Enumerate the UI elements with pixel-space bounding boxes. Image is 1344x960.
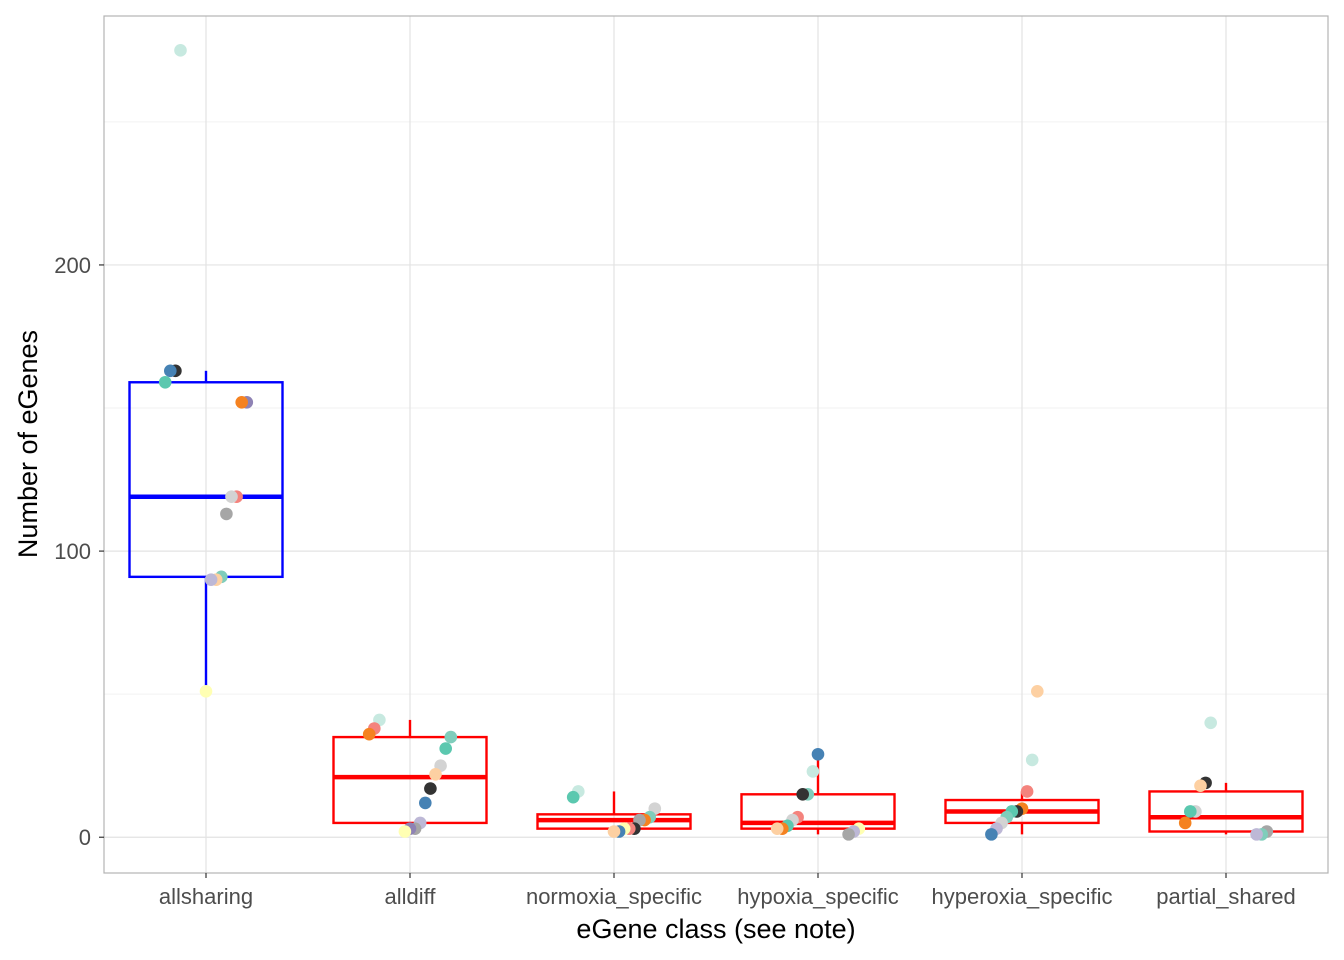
- data-point: [985, 828, 998, 841]
- x-tick-label-partial_shared: partial_shared: [1156, 884, 1295, 909]
- data-point: [158, 375, 172, 389]
- y-axis-ticks: 0 100 200: [54, 253, 104, 850]
- data-point: [842, 828, 855, 841]
- data-point: [811, 747, 825, 761]
- data-point: [1204, 716, 1217, 730]
- y-axis-title: Number of eGenes: [13, 330, 43, 558]
- x-axis-title: eGene class (see note): [576, 914, 855, 944]
- x-tick-label-allsharing: allsharing: [159, 884, 253, 909]
- x-tick-label-normoxia_specific: normoxia_specific: [526, 884, 702, 909]
- data-point: [225, 490, 238, 504]
- data-point: [1020, 785, 1034, 798]
- data-point: [235, 395, 248, 409]
- box-iqr-hypoxia_specific: [740, 793, 896, 830]
- data-point: [199, 684, 213, 698]
- data-point: [362, 727, 376, 741]
- x-tick-label-hyperoxia_specific: hyperoxia_specific: [932, 884, 1113, 909]
- data-point: [1025, 753, 1039, 767]
- x-tick-label-hypoxia_specific: hypoxia_specific: [737, 884, 898, 909]
- data-point: [174, 44, 187, 57]
- data-point: [1184, 805, 1197, 818]
- point-layer: [158, 44, 1274, 841]
- data-point: [1031, 684, 1044, 698]
- data-point: [164, 364, 177, 378]
- data-point: [419, 796, 432, 810]
- data-point: [1194, 779, 1207, 793]
- data-point: [398, 825, 412, 838]
- data-point: [204, 573, 218, 587]
- data-point: [1250, 828, 1263, 841]
- x-axis-ticks: allsharing alldiff normoxia_specific hypoxi…: [159, 873, 1296, 909]
- x-tick-label-alldiff: alldiff: [385, 884, 437, 909]
- y-tick-label: 100: [54, 539, 91, 564]
- data-point: [770, 822, 784, 835]
- data-point: [607, 825, 621, 838]
- y-tick-label: 200: [54, 253, 91, 278]
- grid-layer: [104, 16, 1328, 873]
- data-point: [444, 730, 458, 744]
- data-point: [220, 507, 233, 521]
- y-tick-label: 0: [79, 825, 91, 850]
- data-point: [439, 742, 453, 755]
- data-point: [796, 788, 809, 801]
- box-iqr-partial_shared: [1148, 790, 1304, 833]
- data-point: [806, 765, 820, 778]
- data-point: [566, 790, 580, 804]
- box-layer: [128, 370, 1304, 835]
- data-point: [424, 782, 437, 795]
- data-point: [429, 767, 442, 781]
- panel-border: [103, 15, 1329, 874]
- data-point: [1178, 816, 1192, 830]
